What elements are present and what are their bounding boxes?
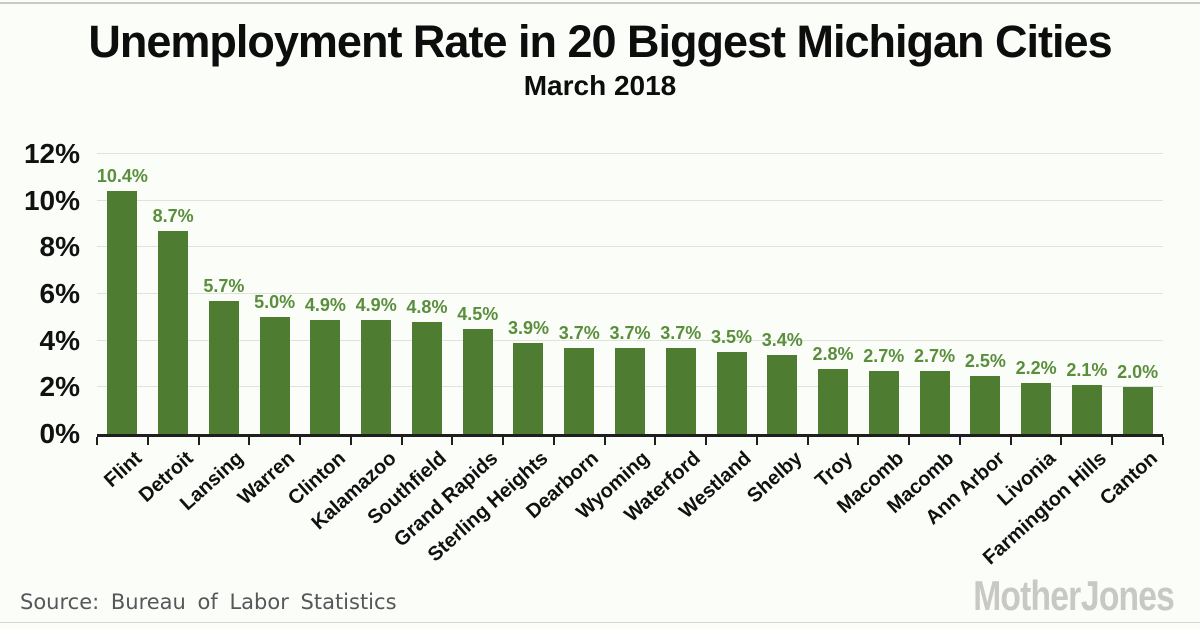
bar xyxy=(361,319,392,434)
y-tick-label: 4% xyxy=(39,324,80,356)
x-tick xyxy=(1111,437,1114,445)
y-tick-label: 6% xyxy=(39,278,80,309)
y-tick-label: 0% xyxy=(39,418,80,449)
bar-value-label: 2.8% xyxy=(812,343,854,364)
x-tick xyxy=(146,437,149,445)
x-axis: Flint Detroit Lansing Warren Clinton Kalamazo… xyxy=(97,447,1163,583)
x-tick xyxy=(197,437,200,445)
y-tick-label: 12% xyxy=(23,138,80,169)
bar xyxy=(107,191,138,434)
bar-value-label: 4.8% xyxy=(406,297,448,317)
bar-value-label: 2.1% xyxy=(1066,360,1108,380)
x-tick xyxy=(96,437,98,445)
bar-value-label: 5.0% xyxy=(254,292,296,313)
bar-value-label: 3.7% xyxy=(660,322,702,343)
gridline xyxy=(97,199,1163,201)
x-tick-label: Warren xyxy=(233,447,299,510)
y-tick-label: 10% xyxy=(23,184,80,216)
chart-title: Unemployment Rate in 20 Biggest Michigan… xyxy=(88,16,1112,67)
x-tick xyxy=(806,437,809,445)
x-tick xyxy=(1060,437,1063,445)
bar xyxy=(513,343,544,434)
bar-value-label: 8.7% xyxy=(152,206,194,226)
x-tick xyxy=(603,437,606,445)
x-tick xyxy=(908,437,911,445)
bar-value-label: 10.4% xyxy=(96,166,148,187)
x-tick xyxy=(958,437,961,445)
bar xyxy=(1021,382,1052,434)
bar xyxy=(310,319,341,434)
bar-value-label: 3.7% xyxy=(558,322,600,343)
gridline xyxy=(97,293,1163,294)
plot-area: 10.4% 8.7% 5.7% 5.0% 4.9% 4.9% 4.8% 4.5% 3.9% 3.7… xyxy=(96,153,1164,445)
chart-subtitle: March 2018 xyxy=(523,70,677,101)
gridline xyxy=(97,246,1163,248)
x-tick-label: Flint xyxy=(100,447,147,492)
x-tick-label: Shelby xyxy=(742,447,807,508)
bar-value-label: 2.0% xyxy=(1117,362,1159,383)
bar xyxy=(665,347,696,434)
bar-value-label: 4.9% xyxy=(304,294,346,315)
bar xyxy=(919,371,950,434)
bar-value-label: 2.2% xyxy=(1015,357,1057,378)
x-tick xyxy=(349,437,352,445)
bar-value-label: 2.5% xyxy=(964,350,1006,371)
x-tick-label: Canton xyxy=(1095,447,1162,510)
bar xyxy=(767,354,798,434)
bar xyxy=(970,375,1001,434)
bar-value-label: 2.7% xyxy=(863,346,905,366)
bar xyxy=(818,368,849,434)
x-tick xyxy=(299,437,302,445)
x-tick xyxy=(248,437,251,445)
x-tick xyxy=(705,437,708,445)
mother-jones-logo: Mother Jones xyxy=(973,572,1175,619)
bar-value-label: 2.7% xyxy=(914,346,956,366)
x-tick-label: Troy xyxy=(810,447,858,492)
y-tick-label: 2% xyxy=(39,371,80,403)
gridline xyxy=(97,339,1163,341)
top-divider xyxy=(0,2,1200,4)
bar-value-label: 3.7% xyxy=(609,322,651,343)
y-tick-label: 8% xyxy=(39,231,80,263)
bar xyxy=(462,329,493,434)
x-tick xyxy=(400,437,403,445)
x-tick xyxy=(552,437,555,445)
x-tick xyxy=(857,437,860,445)
bar xyxy=(716,352,747,434)
bottom-divider xyxy=(0,622,1200,623)
bar-value-label: 3.9% xyxy=(507,318,549,338)
bar xyxy=(208,301,239,434)
bar xyxy=(564,347,595,434)
x-tick xyxy=(1162,437,1164,445)
x-tick xyxy=(654,437,657,445)
bar-value-label: 4.5% xyxy=(457,304,499,324)
bar xyxy=(1122,387,1153,434)
x-tick xyxy=(502,437,505,445)
x-tick xyxy=(1009,437,1012,445)
bar xyxy=(615,347,645,434)
bar-value-label: 3.5% xyxy=(711,327,753,348)
bar-value-label: 4.9% xyxy=(355,294,397,315)
y-axis: 0% 2% 4% 6% 8% 10% 12% xyxy=(0,140,80,448)
gridline xyxy=(97,153,1163,154)
x-tick xyxy=(755,437,758,445)
bar xyxy=(868,371,899,434)
bar xyxy=(1071,385,1102,434)
bar xyxy=(158,231,189,434)
bar-value-label: 5.7% xyxy=(203,276,245,296)
source-note: Source: Bureau of Labor Statistics xyxy=(20,590,397,614)
bar-value-label: 3.4% xyxy=(761,329,803,350)
x-tick xyxy=(451,437,454,445)
bar xyxy=(259,317,290,434)
bar xyxy=(411,322,442,434)
